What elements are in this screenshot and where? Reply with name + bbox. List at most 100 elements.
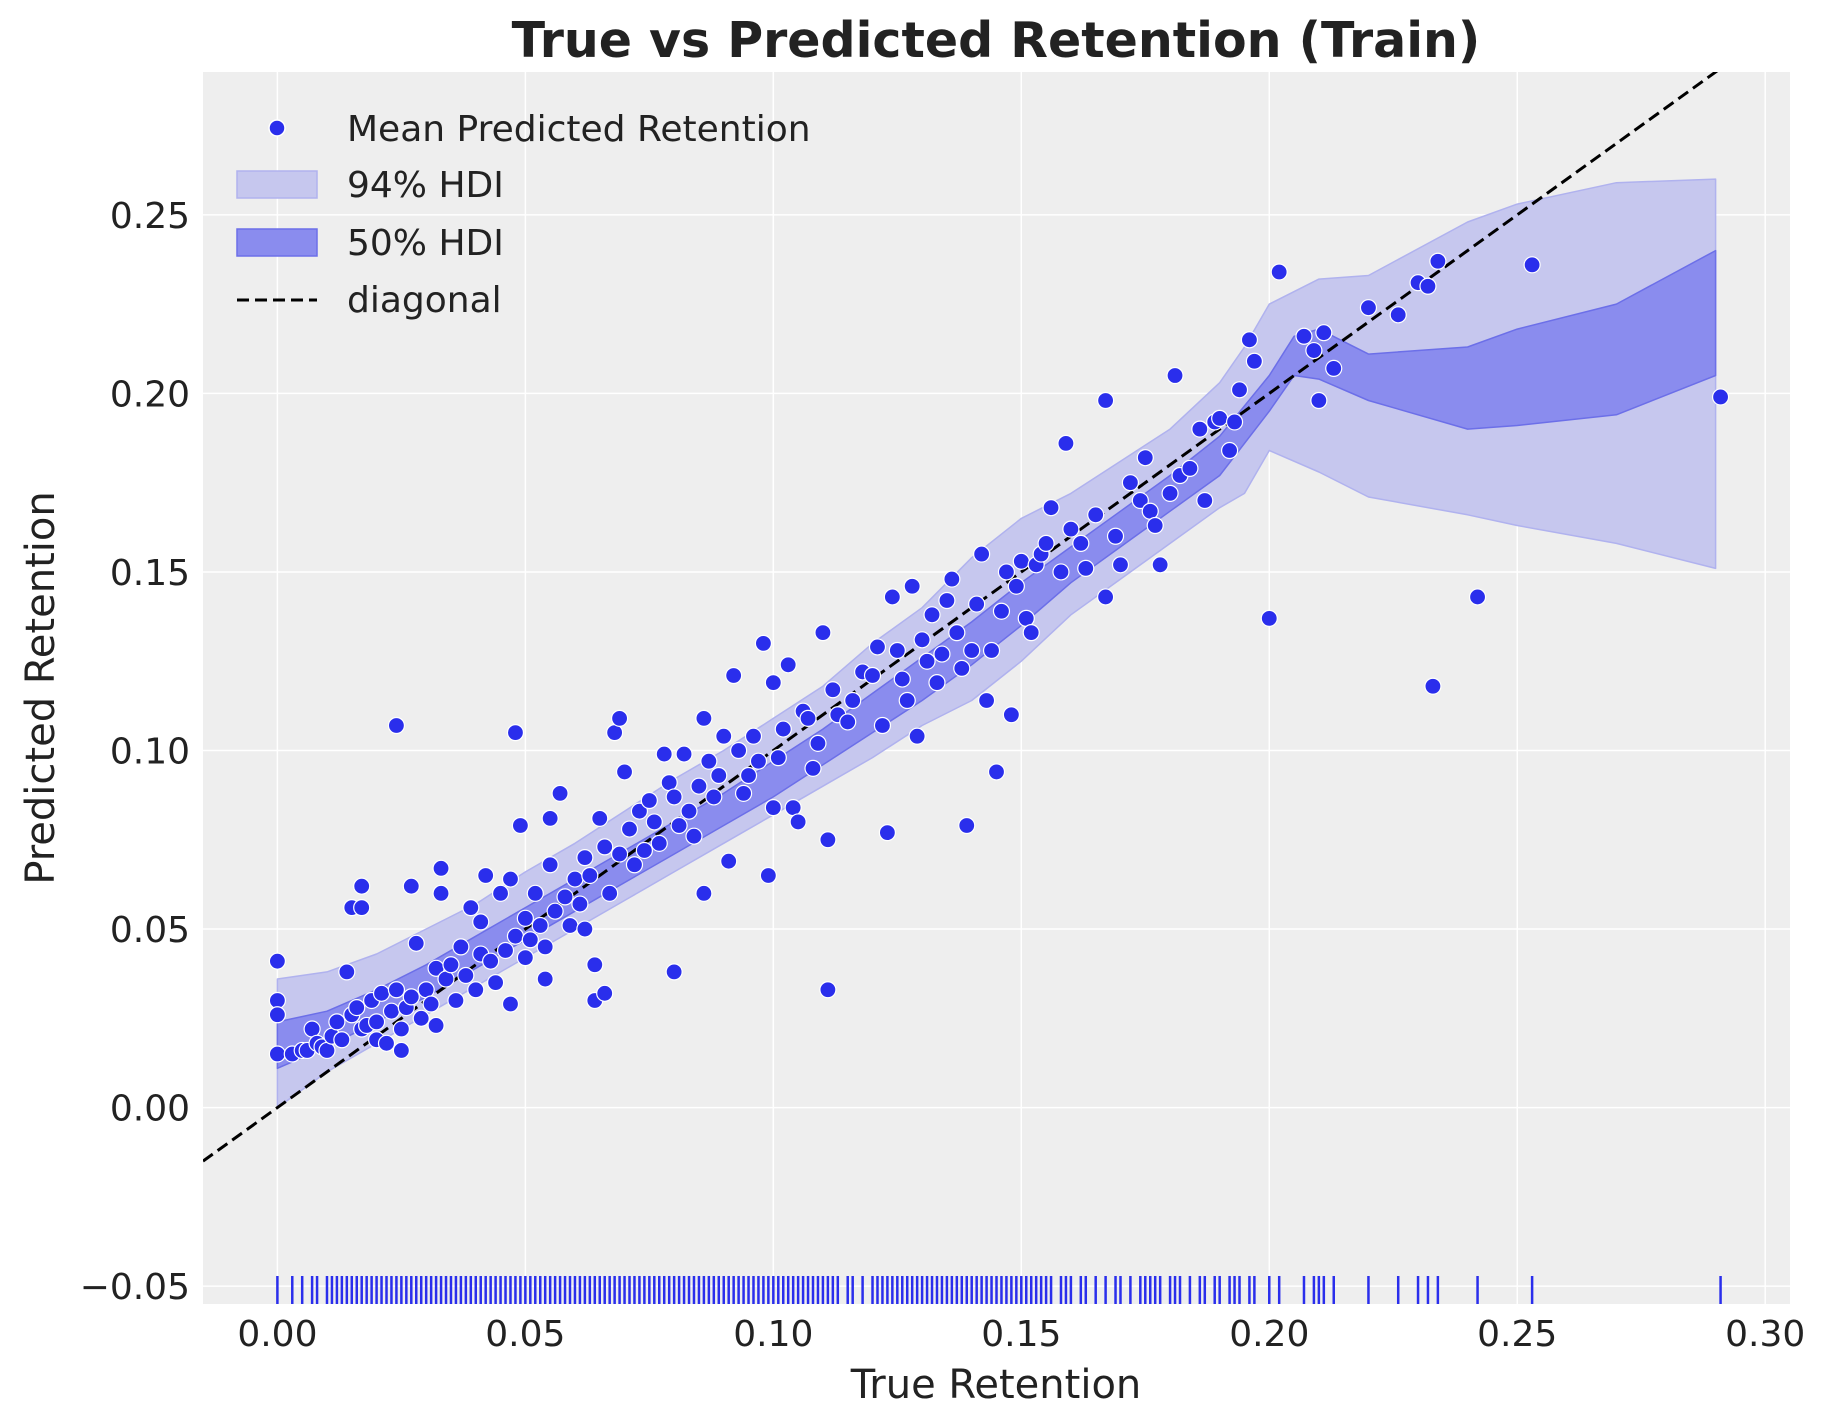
data-point xyxy=(635,841,653,860)
data-point xyxy=(725,666,743,685)
x-axis-label: True Retention xyxy=(850,1362,1142,1408)
y-tick-label: 0.10 xyxy=(110,731,190,772)
data-point xyxy=(536,970,554,988)
data-point xyxy=(303,1020,321,1038)
data-point xyxy=(1315,324,1333,342)
data-point xyxy=(506,927,525,945)
data-point xyxy=(367,1013,386,1031)
data-point xyxy=(819,981,837,999)
data-point xyxy=(744,727,763,745)
data-point xyxy=(477,866,495,885)
data-point xyxy=(868,638,887,656)
data-point xyxy=(1325,359,1343,377)
data-point xyxy=(730,741,748,760)
data-point xyxy=(987,763,1006,781)
x-tick-label: 0.25 xyxy=(1477,1314,1557,1355)
data-point xyxy=(1389,306,1407,324)
data-point xyxy=(472,913,490,931)
data-point xyxy=(625,856,644,874)
data-point xyxy=(863,666,882,685)
data-point xyxy=(501,995,520,1013)
data-point xyxy=(496,941,515,960)
x-tick-label: 0.05 xyxy=(485,1314,565,1355)
data-point xyxy=(382,1002,401,1020)
data-point xyxy=(953,659,971,677)
y-tick-label: 0.15 xyxy=(110,553,190,594)
data-point xyxy=(1196,491,1214,510)
data-point xyxy=(734,784,753,802)
data-point xyxy=(1419,277,1437,295)
data-point xyxy=(392,1041,410,1060)
data-point xyxy=(923,606,941,624)
data-point xyxy=(491,884,510,902)
data-point xyxy=(1002,706,1020,724)
data-point xyxy=(650,834,668,852)
data-point xyxy=(665,788,683,806)
data-point xyxy=(526,884,544,902)
data-point xyxy=(1097,391,1115,410)
data-point xyxy=(799,709,817,727)
data-point xyxy=(531,916,549,935)
data-point xyxy=(665,963,683,981)
data-point xyxy=(660,774,678,792)
data-point xyxy=(814,624,832,642)
data-point xyxy=(581,866,599,885)
data-point xyxy=(685,827,703,845)
x-tick-label: 0.20 xyxy=(1229,1314,1309,1355)
data-point xyxy=(1057,434,1075,452)
data-point xyxy=(695,709,713,727)
data-point xyxy=(551,784,569,802)
data-point xyxy=(1077,559,1095,577)
data-point xyxy=(774,720,792,738)
data-point xyxy=(417,981,435,999)
data-point xyxy=(928,674,946,692)
data-point xyxy=(422,995,440,1013)
data-point xyxy=(353,877,371,895)
data-point xyxy=(576,920,594,938)
data-point xyxy=(268,1006,286,1024)
data-point xyxy=(576,849,594,867)
data-point xyxy=(982,641,1001,660)
data-point xyxy=(705,788,723,806)
data-point xyxy=(675,745,693,763)
data-point xyxy=(1429,252,1447,270)
data-point xyxy=(427,1016,445,1035)
data-point xyxy=(918,652,936,670)
data-point xyxy=(1191,420,1209,438)
data-point xyxy=(1052,563,1070,581)
data-point xyxy=(610,845,629,863)
data-point xyxy=(511,816,530,835)
data-point xyxy=(1181,459,1199,477)
data-point xyxy=(878,824,896,842)
data-point xyxy=(695,884,713,902)
data-point xyxy=(913,631,931,649)
data-point xyxy=(620,820,639,838)
data-point xyxy=(328,1013,346,1031)
legend-label-mean: Mean Predicted Retention xyxy=(347,109,811,150)
data-point xyxy=(353,899,371,917)
data-point xyxy=(333,1031,351,1049)
data-point xyxy=(1072,534,1090,552)
legend: Mean Predicted Retention 94% HDI 50% HDI… xyxy=(236,109,811,321)
data-point xyxy=(968,595,986,613)
data-point xyxy=(1225,413,1244,431)
data-point xyxy=(1523,256,1541,274)
data-point xyxy=(318,1041,336,1060)
data-point xyxy=(402,988,420,1006)
data-point xyxy=(1270,263,1288,281)
data-point xyxy=(700,752,718,770)
data-point xyxy=(387,981,406,999)
data-point xyxy=(943,570,961,588)
data-point xyxy=(710,766,728,785)
data-point xyxy=(759,866,777,885)
data-point xyxy=(1037,534,1055,552)
data-point xyxy=(933,645,951,663)
data-point xyxy=(546,902,564,920)
data-point xyxy=(1017,609,1035,627)
data-point xyxy=(779,656,797,674)
data-point xyxy=(1161,484,1179,502)
data-point xyxy=(680,802,698,820)
data-point xyxy=(606,724,624,742)
data-point xyxy=(462,899,480,917)
data-point xyxy=(402,877,420,895)
